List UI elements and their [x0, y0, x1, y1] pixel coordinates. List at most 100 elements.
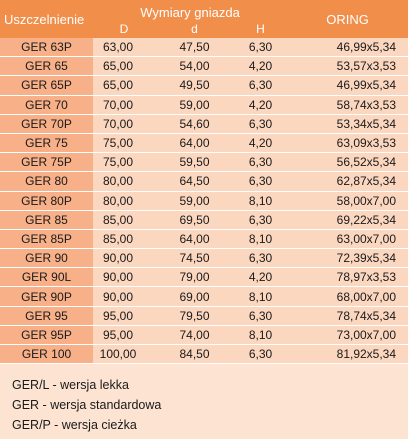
- oring-cell: 72,39x5,34: [287, 248, 408, 269]
- table-row: GER 63P 63,00 47,50 6,30 46,99x5,34: [0, 38, 408, 58]
- table-row: GER 70 70,00 59,00 4,20 58,74x3,53: [0, 95, 408, 115]
- h-header: H: [234, 20, 288, 38]
- h-cell: 4,20: [234, 56, 288, 77]
- seal-name-cell: GER 70P: [0, 114, 93, 134]
- note-light: GER/L - wersja lekka: [12, 378, 129, 392]
- oring-cell: 58,74x3,53: [287, 95, 408, 115]
- table-row: GER 80 80,00 64,50 6,30 62,87x5,34: [0, 171, 408, 192]
- d-outer-cell: 85,00: [93, 229, 155, 250]
- d-inner-cell: 79,50: [155, 306, 234, 326]
- d-inner-cell: 59,00: [155, 191, 234, 211]
- oring-cell: 46,99x5,34: [287, 38, 408, 58]
- h-cell: 4,20: [234, 95, 288, 115]
- h-cell: 8,10: [234, 191, 288, 211]
- d-outer-cell: 70,00: [93, 114, 155, 134]
- socket-dimensions-header: Wymiary gniazda: [93, 0, 288, 20]
- h-cell: 6,30: [234, 38, 288, 58]
- table-row: GER 85P 85,00 64,00 8,10 63,00x7,00: [0, 229, 408, 250]
- h-cell: 6,30: [234, 152, 288, 173]
- oring-cell: 78,74x5,34: [287, 306, 408, 326]
- d-outer-cell: 70,00: [93, 95, 155, 115]
- oring-cell: 81,92x5,34: [287, 344, 408, 365]
- oring-cell: 56,52x5,34: [287, 152, 408, 173]
- d-inner-cell: 79,00: [155, 267, 234, 288]
- table-row: GER 70P 70,00 54,60 6,30 53,34x5,34: [0, 114, 408, 134]
- d-outer-cell: 85,00: [93, 210, 155, 230]
- table-row: GER 65P 65,00 49,50 6,30 46,99x5,34: [0, 75, 408, 96]
- oring-cell: 78,97x3,53: [287, 267, 408, 288]
- seal-name-cell: GER 70: [0, 95, 93, 115]
- oring-cell: 63,09x3,53: [287, 133, 408, 154]
- d-inner-cell: 49,50: [155, 75, 234, 96]
- d-inner-cell: 84,50: [155, 344, 234, 365]
- h-cell: 4,20: [234, 133, 288, 154]
- d-outer-header: D: [93, 20, 155, 38]
- d-inner-cell: 64,00: [155, 229, 234, 250]
- seal-name-cell: GER 65P: [0, 75, 93, 96]
- oring-cell: 58,00x7,00: [287, 191, 408, 211]
- h-cell: 6,30: [234, 171, 288, 192]
- d-outer-cell: 90,00: [93, 248, 155, 269]
- seal-name-cell: GER 75: [0, 133, 93, 154]
- seal-name-cell: GER 63P: [0, 38, 93, 58]
- table-body: GER 63P 63,00 47,50 6,30 46,99x5,34 GER 65 65,…: [0, 38, 408, 365]
- seal-name-cell: GER 85: [0, 210, 93, 230]
- oring-cell: 62,87x5,34: [287, 171, 408, 192]
- oring-cell: 53,34x5,34: [287, 114, 408, 134]
- table-row: GER 95 95,00 79,50 6,30 78,74x5,34: [0, 306, 408, 326]
- table-row: GER 75 75,00 64,00 4,20 63,09x3,53: [0, 133, 408, 154]
- oring-cell: 69,22x5,34: [287, 210, 408, 230]
- d-outer-cell: 95,00: [93, 325, 155, 346]
- table-row: GER 80P 80,00 59,00 8,10 58,00x7,00: [0, 191, 408, 211]
- d-inner-cell: 47,50: [155, 38, 234, 58]
- seal-dimensions-table: Uszczelnienie Wymiary gniazda ORING D d …: [0, 0, 408, 365]
- d-inner-cell: 69,00: [155, 286, 234, 307]
- table-row: GER 95P 95,00 74,00 8,10 73,00x7,00: [0, 325, 408, 346]
- oring-cell: 63,00x7,00: [287, 229, 408, 250]
- oring-cell: 53,57x3,53: [287, 56, 408, 77]
- d-outer-cell: 75,00: [93, 133, 155, 154]
- seal-name-cell: GER 80P: [0, 191, 93, 211]
- oring-cell: 46,99x5,34: [287, 75, 408, 96]
- seal-name-cell: GER 75P: [0, 152, 93, 173]
- d-outer-cell: 90,00: [93, 267, 155, 288]
- table-row: GER 65 65,00 54,00 4,20 53,57x3,53: [0, 56, 408, 77]
- table-row: GER 100 100,00 84,50 6,30 81,92x5,34: [0, 344, 408, 365]
- oring-column-header: ORING: [287, 0, 408, 38]
- d-outer-cell: 65,00: [93, 56, 155, 77]
- d-inner-cell: 64,00: [155, 133, 234, 154]
- table-row: GER 90 90,00 74,50 6,30 72,39x5,34: [0, 248, 408, 269]
- seal-name-cell: GER 100: [0, 344, 93, 365]
- seal-name-cell: GER 90: [0, 248, 93, 269]
- seal-name-cell: GER 85P: [0, 229, 93, 250]
- oring-cell: 73,00x7,00: [287, 325, 408, 346]
- d-outer-cell: 65,00: [93, 75, 155, 96]
- table-row: GER 85 85,00 69,50 6,30 69,22x5,34: [0, 210, 408, 230]
- seal-name-cell: GER 95P: [0, 325, 93, 346]
- d-inner-cell: 59,50: [155, 152, 234, 173]
- h-cell: 6,30: [234, 344, 288, 365]
- d-inner-cell: 74,50: [155, 248, 234, 269]
- note-standard: GER - wersja standardowa: [12, 398, 162, 412]
- h-cell: 8,10: [234, 286, 288, 307]
- h-cell: 8,10: [234, 229, 288, 250]
- h-cell: 6,30: [234, 75, 288, 96]
- d-outer-cell: 100,00: [93, 344, 155, 365]
- d-inner-cell: 59,00: [155, 95, 234, 115]
- d-inner-cell: 69,50: [155, 210, 234, 230]
- d-inner-cell: 74,00: [155, 325, 234, 346]
- d-outer-cell: 75,00: [93, 152, 155, 173]
- d-outer-cell: 90,00: [93, 286, 155, 307]
- seal-column-header: Uszczelnienie: [0, 0, 93, 38]
- h-cell: 6,30: [234, 306, 288, 326]
- note-heavy: GER/P - wersja cieżka: [12, 418, 137, 432]
- d-outer-cell: 80,00: [93, 171, 155, 192]
- seal-name-cell: GER 80: [0, 171, 93, 192]
- d-inner-cell: 54,60: [155, 114, 234, 134]
- d-inner-cell: 64,50: [155, 171, 234, 192]
- d-inner-header: d: [155, 20, 234, 38]
- d-outer-cell: 95,00: [93, 306, 155, 326]
- table-row: GER 90P 90,00 69,00 8,10 68,00x7,00: [0, 286, 408, 307]
- h-cell: 4,20: [234, 267, 288, 288]
